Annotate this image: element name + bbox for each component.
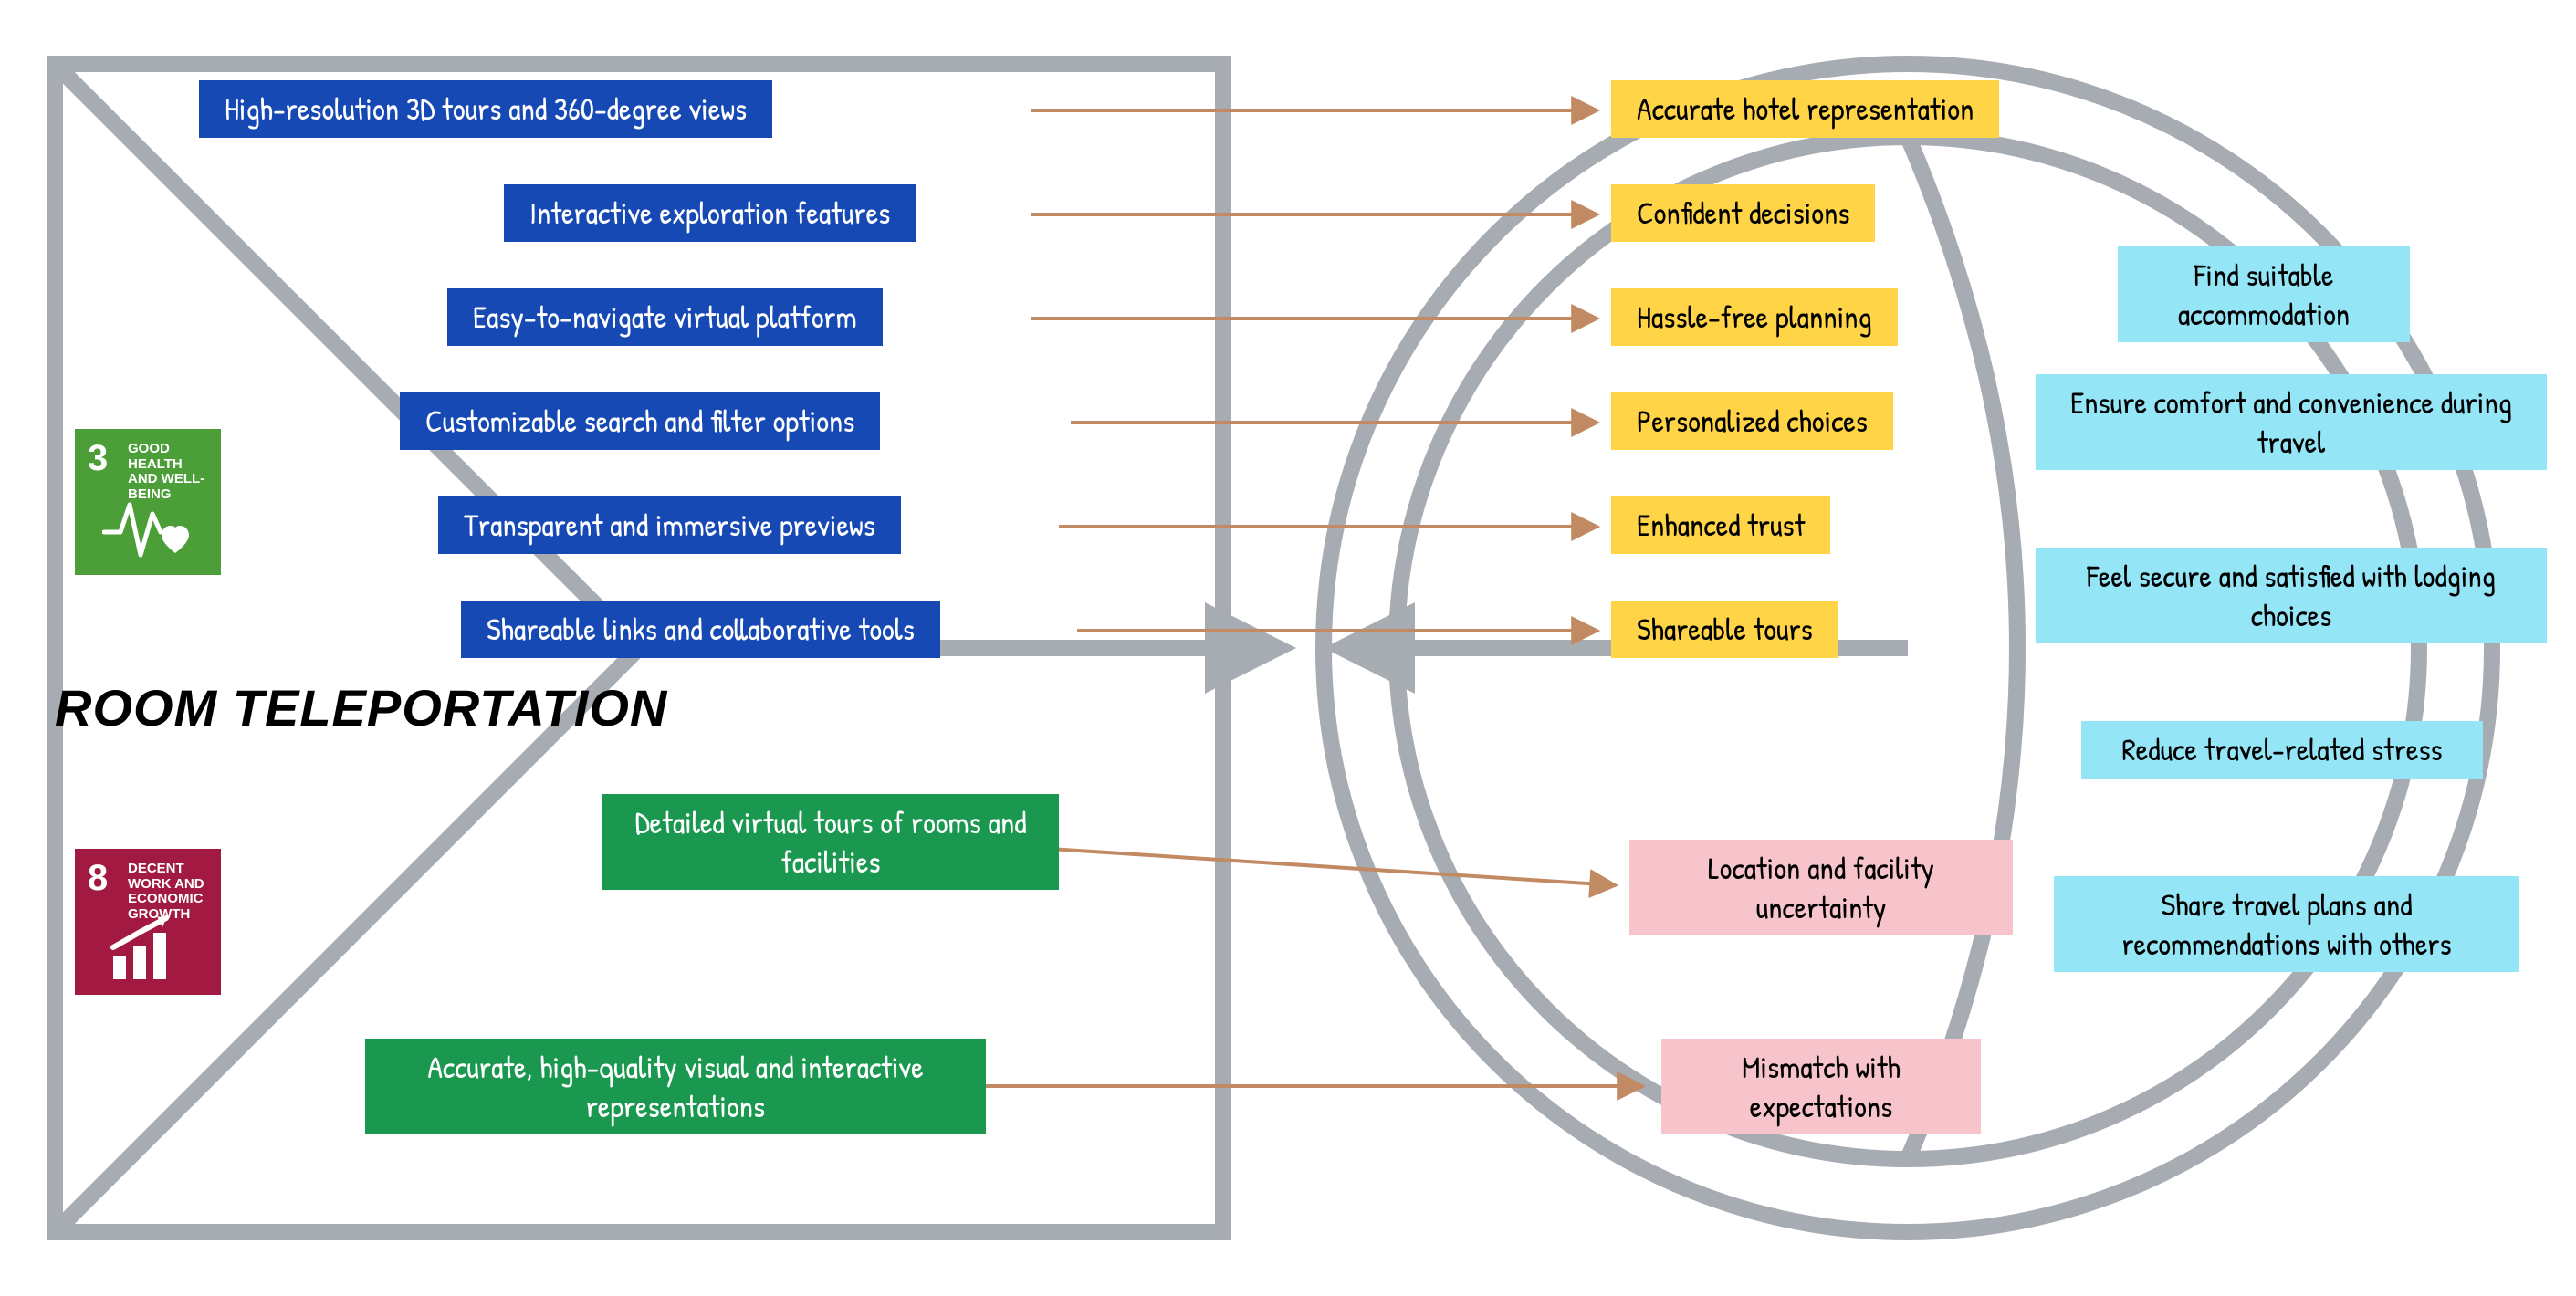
heartbeat-icon: [102, 491, 194, 564]
solution-box: Accurate, high-quality visual and intera…: [365, 1039, 986, 1134]
gain-box: Personalized choices: [1611, 392, 1893, 450]
feature-box: Customizable search and filter options: [400, 392, 880, 450]
gain-box: Confident decisions: [1611, 184, 1875, 242]
feature-box: Transparent and immersive previews: [438, 496, 901, 554]
need-box: Reduce travel-related stress: [2081, 721, 2483, 779]
growth-chart-icon: [102, 911, 194, 984]
feature-box: Easy-to-navigate virtual platform: [447, 288, 883, 346]
gain-box: Shareable tours: [1611, 601, 1838, 658]
need-box: Feel secure and satisfied with lodging c…: [2036, 548, 2547, 643]
sdg-8-badge: 8 DECENT WORK AND ECONOMIC GROWTH: [75, 849, 221, 995]
solution-box: Detailed virtual tours of rooms and faci…: [602, 794, 1059, 890]
pain-box: Mismatch with expectations: [1661, 1039, 1981, 1134]
feature-box: Interactive exploration features: [504, 184, 916, 242]
pain-box: Location and facility uncertainty: [1629, 840, 2013, 935]
gain-box: Accurate hotel representation: [1611, 80, 1999, 138]
need-box: Ensure comfort and convenience during tr…: [2036, 374, 2547, 470]
feature-box: Shareable links and collaborative tools: [461, 601, 940, 658]
need-box: Find suitable accommodation: [2118, 246, 2410, 342]
need-box: Share travel plans and recommendations w…: [2054, 876, 2519, 972]
product-title: ROOM TELEPORTATION: [55, 680, 667, 737]
gain-box: Enhanced trust: [1611, 496, 1830, 554]
sdg-3-badge: 3 GOOD HEALTH AND WELL-BEING: [75, 429, 221, 575]
sdg-8-number: 8: [88, 858, 108, 899]
feature-box: High-resolution 3D tours and 360-degree …: [199, 80, 772, 138]
sdg-3-number: 3: [88, 438, 108, 479]
gain-box: Hassle-free planning: [1611, 288, 1898, 346]
